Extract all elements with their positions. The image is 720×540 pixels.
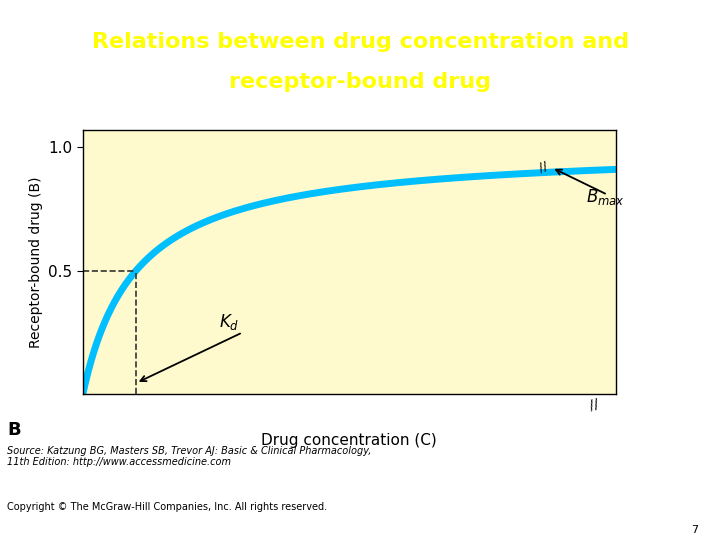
Text: receptor-bound drug: receptor-bound drug <box>229 72 491 92</box>
Text: 7: 7 <box>691 524 698 535</box>
Text: Copyright © The McGraw-Hill Companies, Inc. All rights reserved.: Copyright © The McGraw-Hill Companies, I… <box>7 502 328 512</box>
Text: Relations between drug concentration and: Relations between drug concentration and <box>91 32 629 52</box>
Text: $B_{max}$: $B_{max}$ <box>586 187 625 207</box>
Text: //: // <box>588 396 600 412</box>
Text: $K_d$: $K_d$ <box>219 313 239 333</box>
Text: Drug concentration (C): Drug concentration (C) <box>261 433 437 448</box>
Text: B: B <box>7 421 21 439</box>
Text: Source: Katzung BG, Masters SB, Trevor AJ: Basic & Clinical Pharmacology,
11th E: Source: Katzung BG, Masters SB, Trevor A… <box>7 446 372 467</box>
Text: //: // <box>537 159 550 174</box>
Y-axis label: Receptor-bound drug (B): Receptor-bound drug (B) <box>29 176 42 348</box>
